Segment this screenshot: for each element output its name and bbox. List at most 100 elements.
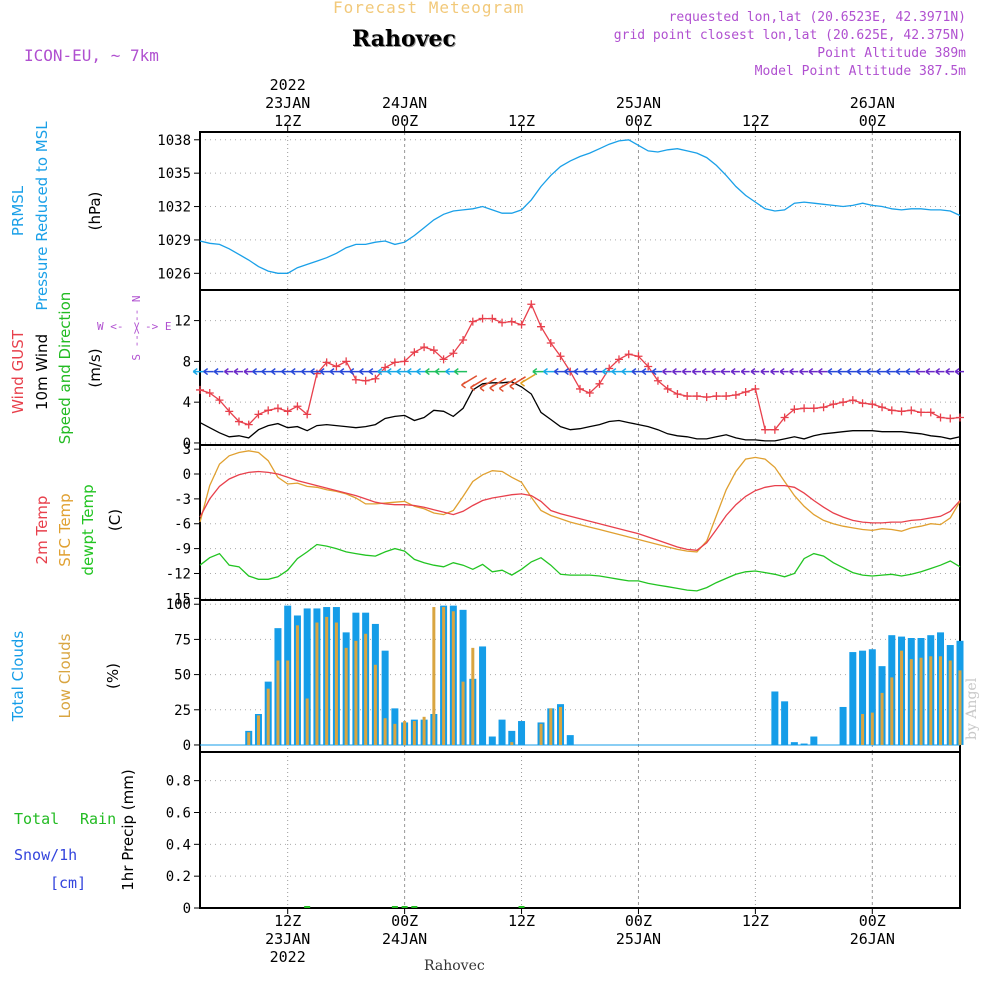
gust-point (390, 358, 399, 367)
precip-unit: 1hr Precip (mm) (119, 769, 137, 890)
wind-arrow (243, 367, 253, 376)
wind-arrow (479, 377, 497, 392)
pressure-label-prmsl: PRMSL (9, 185, 27, 236)
low-cloud-bar (948, 660, 952, 745)
time-label-bottom: 12Z (508, 912, 535, 930)
low-cloud-bar (422, 716, 426, 745)
wind-arrow (895, 367, 906, 376)
wind-arrow (310, 367, 321, 376)
y-tick-label: -3 (174, 492, 191, 508)
time-label-top: 00Z (391, 112, 418, 130)
wind-direction-label: Speed and Direction (56, 292, 74, 445)
total-cloud-bar (849, 652, 857, 745)
wind-arrow (520, 373, 536, 387)
rain-bar (401, 906, 408, 908)
low-cloud-bar (559, 706, 563, 745)
wind-arrow (270, 367, 282, 376)
total-cloud-bar (488, 736, 496, 745)
rain-bar (391, 906, 398, 908)
wind-arrow (592, 367, 604, 376)
gust-point (196, 385, 204, 394)
gust-line (199, 302, 961, 431)
wind-arrow (509, 376, 526, 390)
low-cloud-bar (315, 622, 319, 745)
gust-point (722, 392, 731, 401)
y-tick-label: 0.2 (166, 869, 191, 885)
gust-point (234, 417, 243, 426)
y-tick-label: 0.8 (166, 774, 191, 790)
low-cloud-bar (432, 607, 436, 745)
time-label-top: 2022 (270, 76, 306, 94)
y-tick-label: 1038 (157, 133, 191, 149)
gust-point (498, 318, 507, 327)
y-tick-label: 8 (183, 354, 191, 370)
wind-arrow (876, 367, 887, 376)
total-cloud-bar (790, 742, 798, 745)
gust-point (459, 335, 468, 344)
low-cloud-bar (354, 640, 358, 745)
time-label-top: 12Z (274, 112, 301, 130)
low-cloud-bar (393, 723, 397, 745)
pressure-label-msl: Pressure Reduced to MSL (33, 121, 51, 311)
wind-arrow (290, 367, 302, 376)
gust-point (946, 414, 955, 423)
total-cloud-bar (508, 730, 516, 745)
total-cloud-bar (459, 609, 467, 745)
wind-arrow (789, 367, 799, 376)
gust-point (400, 357, 409, 366)
compass-n: <-- N (130, 295, 143, 328)
gust-point (751, 384, 760, 393)
low-cloud-bar (442, 607, 446, 745)
wind-arrow (661, 367, 672, 376)
wind-arrow (213, 367, 224, 376)
gust-point (371, 374, 380, 383)
low-cloud-bar (334, 622, 338, 745)
gust-point (332, 362, 341, 371)
low-cloud-bar (383, 718, 387, 745)
gust-point (897, 407, 906, 416)
total-cloud-bar (800, 743, 808, 745)
low-cloud-bar (461, 681, 465, 745)
wind-arrow (434, 367, 448, 376)
wind-arrow (453, 367, 468, 376)
wind-arrow (770, 367, 779, 376)
gust-point (225, 407, 234, 416)
wind-arrow (396, 367, 409, 376)
requested-coords: requested lon,lat (20.6523E, 42.3971N) (668, 10, 966, 25)
wind-unit: (m/s) (86, 348, 104, 387)
gust-point (527, 300, 536, 309)
gust-point (761, 425, 770, 434)
wind-arrow (406, 367, 419, 376)
gust-point (351, 375, 360, 384)
time-label-bottom: 00Z (625, 912, 652, 930)
gust-point (692, 392, 701, 401)
gust-point (361, 376, 370, 385)
time-label-top: 00Z (859, 112, 886, 130)
y-tick-label: -12 (166, 566, 191, 582)
y-tick-label: 75 (174, 632, 191, 648)
time-label-top: 25JAN (616, 94, 661, 112)
gust-point (215, 396, 224, 405)
y-tick-label: 25 (174, 703, 191, 719)
wind-arrow (827, 367, 838, 376)
point-altitude: Point Altitude 389m (817, 46, 966, 61)
wind-arrow (641, 367, 653, 376)
wind-arrow (329, 367, 341, 376)
wind-arrow (349, 367, 360, 376)
low-cloud-bar (929, 656, 933, 745)
wind-speed-line (199, 381, 961, 442)
wind-arrow (837, 367, 848, 376)
wind-arrow (261, 367, 273, 376)
low-cloud-bar (286, 660, 290, 745)
wind-arrow (691, 367, 701, 376)
rain-bar (411, 906, 418, 908)
compass-s: S --> (130, 327, 143, 360)
gust-point (839, 398, 848, 407)
total-cloud-bar (498, 719, 506, 745)
gust-point (868, 400, 877, 409)
total-cloud-bar (859, 650, 867, 745)
wind-arrow (905, 367, 916, 376)
wind-arrow (563, 367, 575, 376)
gust-point (936, 413, 945, 422)
wind-arrow (672, 367, 682, 376)
